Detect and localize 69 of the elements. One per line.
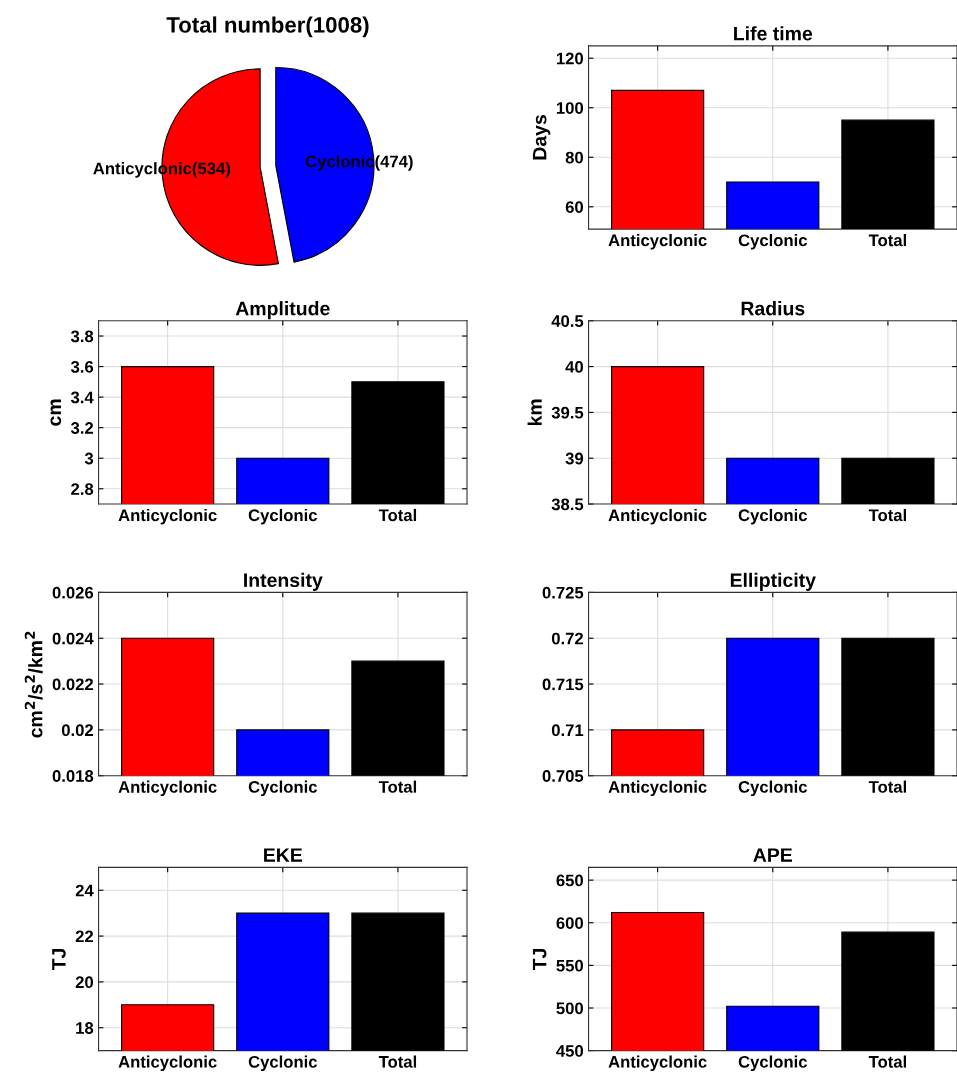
chart-title: EKE (264, 848, 303, 862)
y-tick-label: 18 (76, 1022, 94, 1034)
y-tick-label: 120 (556, 52, 584, 65)
y-tick-label: 0.715 (542, 678, 584, 691)
y-axis-title: cm$^{2}$/s$^{2}$/km$^{2}$ (24, 631, 43, 738)
x-tick-label: Anticyclonic (118, 508, 217, 525)
chart-title: APE (753, 848, 793, 862)
y-tick-label: 40 (565, 360, 584, 373)
y-tick-label: 3.6 (70, 360, 94, 373)
y-axis-title: Days (532, 115, 551, 160)
y-axis-title: cm (50, 399, 62, 426)
y-tick-label: 3.8 (70, 330, 94, 343)
y-tick-label: 450 (556, 1045, 584, 1057)
y-tick-label: 0.024 (52, 632, 94, 645)
y-tick-label: 0.72 (551, 632, 584, 645)
y-tick-label: 39.5 (551, 406, 584, 419)
y-tick-label: 40.5 (551, 315, 584, 327)
x-tick-label: Total (378, 780, 417, 793)
x-tick-label: Total (378, 1055, 417, 1068)
y-tick-label: 550 (556, 959, 584, 972)
x-tick-label: Anticyclonic (608, 508, 707, 525)
chart-title: Amplitude (235, 301, 330, 320)
y-tick-label: 0.018 (52, 770, 94, 782)
chart-title: Intensity (244, 572, 323, 591)
y-tick-label: 500 (556, 1002, 584, 1015)
x-tick-label: Total (378, 508, 417, 522)
y-axis-title: TJ (532, 948, 547, 971)
x-tick-label: Cyclonic (738, 780, 808, 797)
x-tick-label: Total (868, 233, 907, 247)
x-tick-label: Cyclonic (248, 508, 318, 525)
y-tick-label: 24 (75, 884, 94, 897)
y-tick-label: 0.705 (542, 770, 584, 782)
x-tick-label: Anticyclonic (118, 1055, 217, 1072)
x-tick-label: Anticyclonic (608, 233, 707, 250)
y-axis-title: km (527, 399, 542, 426)
y-tick-label: 60 (565, 201, 584, 214)
y-tick-label: 80 (565, 151, 584, 164)
y-tick-label: 0.026 (52, 586, 94, 599)
x-tick-label: Cyclonic (738, 508, 808, 525)
x-tick-label: Cyclonic (248, 780, 318, 797)
y-tick-label: 3 (84, 452, 94, 465)
y-tick-label: 38.5 (551, 498, 584, 511)
y-axis-title: TJ (52, 948, 66, 971)
y-tick-label: 39 (565, 452, 584, 465)
x-tick-label: Total (868, 1055, 907, 1068)
x-tick-label: Cyclonic (248, 1055, 318, 1072)
y-tick-label: 22 (75, 930, 94, 943)
chart-title: Radius (741, 301, 805, 316)
y-tick-label: 3.4 (70, 391, 94, 404)
y-tick-label: 600 (556, 917, 584, 929)
x-tick-label: Anticyclonic (608, 1055, 707, 1072)
y-tick-label: 0.725 (542, 586, 584, 599)
y-tick-label: 100 (556, 102, 584, 114)
x-tick-label: Cyclonic (738, 233, 808, 250)
y-tick-label: 2.8 (71, 483, 94, 495)
chart-title: Ellipticity (730, 572, 816, 591)
x-tick-label: Total (868, 508, 907, 522)
y-tick-label: 20 (75, 976, 94, 989)
x-tick-label: Anticyclonic (608, 780, 707, 797)
chart-title: Life time (734, 26, 813, 41)
y-tick-label: 0.71 (551, 724, 584, 737)
y-tick-label: 3.2 (70, 422, 94, 434)
y-tick-label: 0.022 (52, 678, 94, 691)
x-tick-label: Cyclonic (738, 1055, 808, 1072)
y-tick-label: 650 (556, 874, 584, 887)
chart-title: Total number(1008) (166, 16, 369, 38)
y-tick-label: 0.02 (61, 724, 94, 737)
x-tick-label: Anticyclonic (118, 780, 217, 797)
x-tick-label: Total (868, 780, 907, 793)
